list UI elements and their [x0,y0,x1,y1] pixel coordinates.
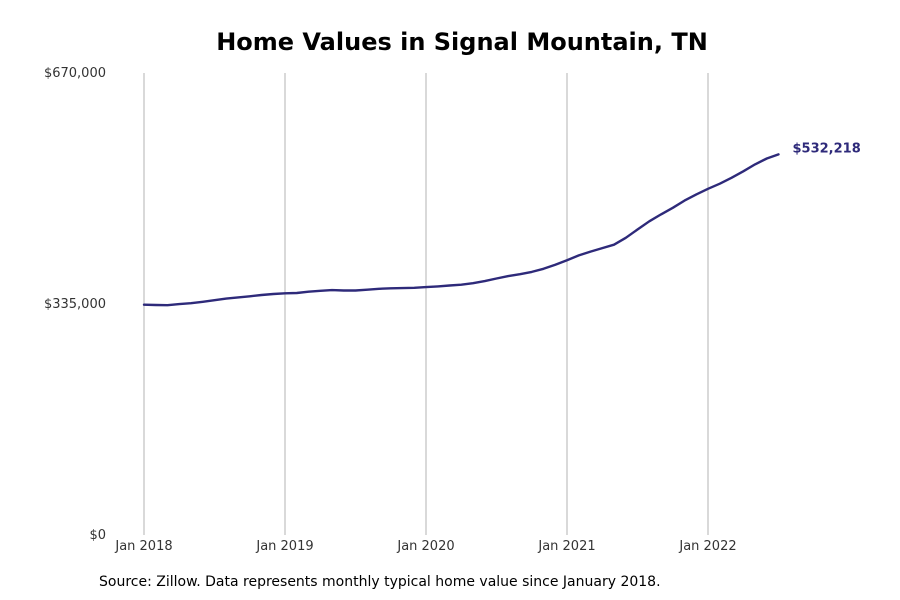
grid-lines [143,73,709,535]
x-tick-label: Jan 2022 [678,539,736,554]
series-layer: $532,218 [142,141,861,307]
x-tick-label: Jan 2018 [114,539,172,554]
x-tick-label: Jan 2019 [255,539,313,554]
series-line [142,153,780,307]
end-value-label: $532,218 [793,141,861,156]
x-tick-label: Jan 2021 [537,539,595,554]
y-axis-ticks: $0 $335,000 $670,000 [44,66,106,543]
y-tick-label: $335,000 [44,297,106,312]
x-tick-label: Jan 2020 [396,539,454,554]
y-tick-label: $670,000 [44,66,106,81]
source-note: Source: Zillow. Data represents monthly … [99,574,661,590]
y-tick-label: $0 [89,528,106,543]
x-axis-ticks: Jan 2018 Jan 2019 Jan 2020 Jan 2021 Jan 2022 [114,539,736,554]
chart-title: Home Values in Signal Mountain, TN [216,28,708,56]
